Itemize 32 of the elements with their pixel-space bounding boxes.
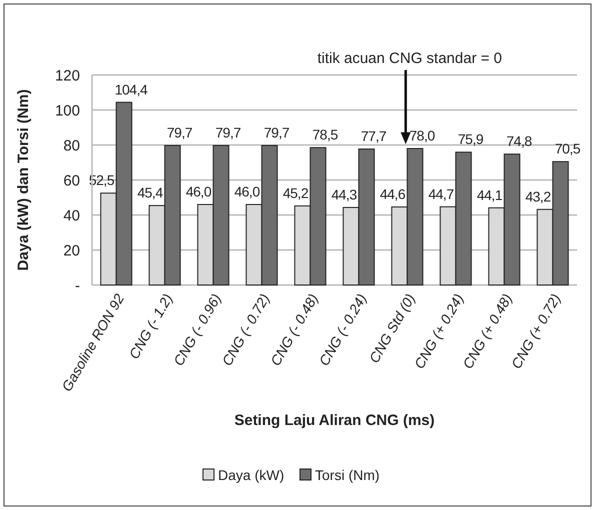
data-label: 44,3: [331, 186, 358, 202]
data-label: 104,4: [114, 81, 148, 98]
data-label: 77,7: [360, 128, 387, 144]
y-tick-label: 100: [54, 102, 80, 120]
data-label: 43,2: [525, 188, 552, 204]
data-label: 78,0: [409, 128, 436, 144]
data-label: 44,6: [380, 186, 406, 202]
data-label: 70,5: [554, 140, 581, 157]
data-label: 46,0: [234, 184, 260, 200]
legend-label: Daya (kW): [218, 467, 284, 483]
data-label: 78,5: [312, 126, 338, 143]
y-tick-label: -: [75, 277, 80, 294]
y-tick-label: 80: [63, 137, 80, 154]
data-label: 75,9: [458, 131, 484, 148]
data-label: 74,8: [506, 133, 532, 150]
legend-label: Torsi (Nm): [315, 467, 380, 483]
data-label: 45,4: [137, 184, 164, 201]
data-label: 44,7: [428, 186, 454, 202]
y-tick-label: 20: [63, 242, 80, 260]
data-label: 45,2: [282, 184, 309, 201]
y-axis-title: Daya (kW) dan Torsi (Nm): [15, 89, 32, 271]
data-label: 79,7: [166, 124, 193, 141]
text: titik acuan CNG standar = 0: [317, 50, 502, 67]
data-label: 79,7: [215, 124, 242, 141]
x-axis-title: Seting Laju Aliran CNG (ms): [234, 412, 435, 429]
y-tick-label: 40: [63, 207, 80, 224]
data-label: 44,1: [476, 186, 503, 203]
y-tick-label: 120: [54, 67, 80, 84]
data-label: 52,5: [88, 172, 115, 188]
y-tick-label: 60: [63, 172, 80, 190]
data-label: 79,7: [264, 124, 290, 141]
data-label: 46,0: [186, 184, 212, 200]
